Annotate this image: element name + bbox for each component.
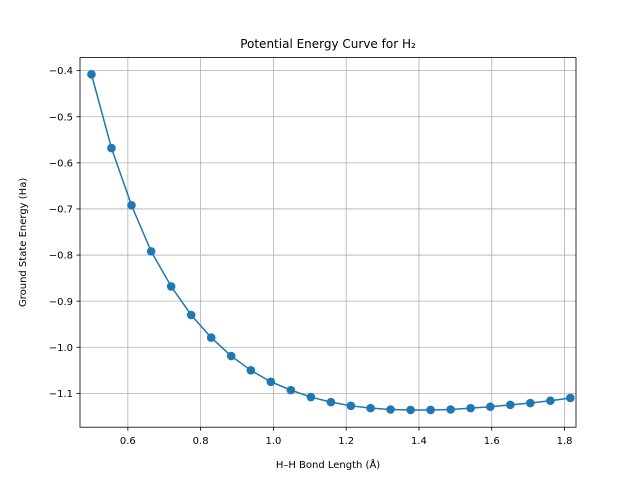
x-tick-label: 0.8 xyxy=(193,436,209,447)
y-tick-label: −0.7 xyxy=(49,205,73,216)
series-layer xyxy=(87,70,575,415)
data-point xyxy=(226,351,236,361)
y-tick-label: −1.0 xyxy=(49,343,73,354)
x-tick-label: 1.2 xyxy=(338,436,354,447)
data-point xyxy=(107,143,116,153)
data-point xyxy=(326,397,336,407)
y-tick-label: −0.9 xyxy=(49,297,73,308)
data-point xyxy=(286,385,296,395)
data-point xyxy=(206,333,216,342)
x-tick-label: 1.6 xyxy=(484,436,500,447)
data-point xyxy=(406,405,415,415)
data-point xyxy=(426,405,435,415)
data-point xyxy=(446,405,455,414)
chart-title: Potential Energy Curve for H₂ xyxy=(240,37,416,51)
data-point xyxy=(566,393,575,403)
data-point xyxy=(526,398,535,408)
y-axis-ticks: −0.4 −0.5 −0.6 −0.7 −0.8 −0.9 −1.0 −1.1 xyxy=(49,66,80,400)
data-point xyxy=(186,310,196,320)
data-point xyxy=(366,403,375,413)
data-point xyxy=(306,392,316,402)
data-point xyxy=(506,400,515,410)
y-tick-label: −0.4 xyxy=(49,66,73,77)
y-tick-label: −0.5 xyxy=(49,112,73,123)
x-tick-label: 1.4 xyxy=(411,436,427,447)
y-axis-label: Ground State Energy (Ha) xyxy=(18,178,29,307)
data-point xyxy=(146,247,156,256)
plot-frame xyxy=(79,57,577,428)
y-tick-label: −0.6 xyxy=(49,158,73,169)
data-point xyxy=(546,396,555,406)
data-point xyxy=(87,70,96,79)
x-tick-label: 1.0 xyxy=(265,436,281,447)
x-axis-ticks: 0.6 0.8 1.0 1.2 1.4 1.6 1.8 xyxy=(120,427,573,447)
x-tick-label: 0.6 xyxy=(120,436,136,447)
y-tick-label: −0.8 xyxy=(49,251,73,262)
x-axis-label: H–H Bond Length (Å) xyxy=(276,458,380,471)
y-tick-label: −1.1 xyxy=(49,389,73,400)
data-point xyxy=(486,402,495,412)
data-point xyxy=(266,377,276,387)
data-point xyxy=(386,405,395,414)
data-point xyxy=(346,401,356,411)
data-point xyxy=(466,403,475,413)
data-point xyxy=(246,366,256,375)
data-point xyxy=(127,200,136,210)
grid xyxy=(80,57,576,428)
x-tick-label: 1.8 xyxy=(557,436,573,447)
data-point xyxy=(166,282,176,291)
